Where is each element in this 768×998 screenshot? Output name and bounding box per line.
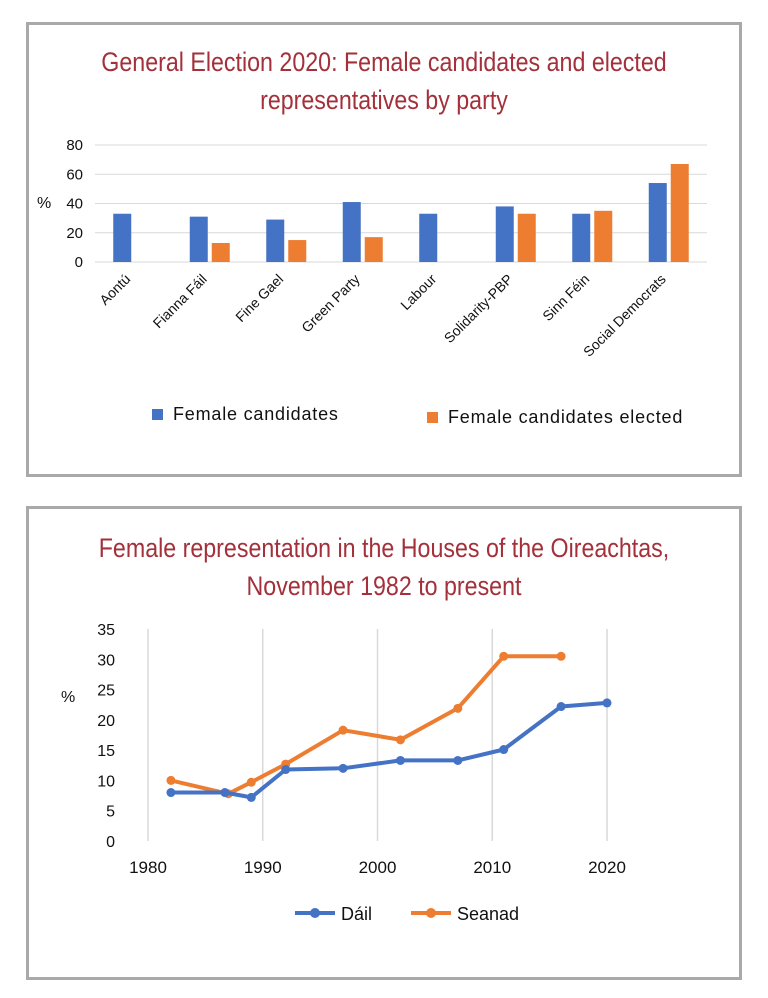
data-point xyxy=(166,775,176,785)
data-point xyxy=(453,703,463,713)
bar xyxy=(189,216,208,262)
chart-panel-oireachtas-trend: Female representation in the Houses of t… xyxy=(26,506,742,980)
legend-label: Seanad xyxy=(457,904,519,924)
data-point xyxy=(338,763,348,773)
x-tick-label: Fianna Fáil xyxy=(150,271,210,331)
y-tick-label: 20 xyxy=(97,713,115,730)
y-tick-label: 20 xyxy=(66,225,83,242)
bar xyxy=(364,237,383,262)
x-tick-label: Sinn Féin xyxy=(539,271,592,324)
bar xyxy=(670,164,689,262)
x-tick-label: Green Party xyxy=(298,271,363,336)
series-line xyxy=(168,654,564,796)
x-tick-label: 2020 xyxy=(588,858,626,877)
x-tick-label: Social Democrats xyxy=(580,271,669,360)
y-tick-label: 15 xyxy=(97,743,115,760)
y-tick-label: 40 xyxy=(66,196,83,213)
x-tick-label: 1990 xyxy=(244,858,282,877)
legend-swatch xyxy=(427,412,438,423)
x-tick-label: Labour xyxy=(397,271,439,313)
y-tick-label: 0 xyxy=(106,834,115,851)
data-point xyxy=(395,755,405,765)
data-point xyxy=(602,698,612,708)
bar xyxy=(572,213,591,262)
data-point xyxy=(556,651,566,661)
bar xyxy=(211,242,230,262)
data-point xyxy=(453,755,463,765)
x-tick-label: Fine Gael xyxy=(232,271,286,325)
series-line xyxy=(168,700,609,800)
bar xyxy=(266,219,285,262)
legend-swatch xyxy=(152,409,163,420)
bar-chart: 0 20 40 60 80% Aontú Fianna Fáil Fine Gael Green… xyxy=(37,137,707,427)
y-tick-label: 60 xyxy=(66,166,83,183)
line-chart: 1980 1990 2000 2010 2020 0 5 10 15 20 25 30 35% Dáil S… xyxy=(61,622,626,924)
data-point xyxy=(395,735,405,745)
bar xyxy=(342,202,361,262)
bar xyxy=(113,213,132,262)
y-axis-label: % xyxy=(61,689,75,706)
data-point xyxy=(220,788,230,798)
y-tick-label: 25 xyxy=(97,683,115,700)
y-tick-label: 10 xyxy=(97,773,115,790)
data-point xyxy=(556,702,566,712)
chart-title: General Election 2020: Female candidates… xyxy=(101,47,667,115)
bar xyxy=(517,213,536,262)
bar xyxy=(288,240,307,262)
y-tick-label: 30 xyxy=(97,652,115,669)
y-tick-label: 5 xyxy=(106,804,115,821)
x-tick-label: Solidarity-PBP xyxy=(441,271,516,346)
data-point xyxy=(499,745,509,755)
x-tick-label: 1980 xyxy=(129,858,167,877)
data-point xyxy=(246,792,256,802)
y-tick-label: 80 xyxy=(66,137,83,154)
data-point xyxy=(246,777,256,787)
y-tick-label: 0 xyxy=(75,254,83,271)
chart-panel-party-gender: General Election 2020: Female candidates… xyxy=(26,22,742,477)
data-point xyxy=(338,725,348,735)
legend-marker xyxy=(310,908,320,918)
legend-label: Dáil xyxy=(341,904,372,924)
bar xyxy=(648,183,667,262)
y-axis-label: % xyxy=(37,195,51,212)
legend-label: Female candidates elected xyxy=(448,407,683,427)
legend-marker xyxy=(426,908,436,918)
y-tick-label: 35 xyxy=(97,622,115,639)
chart-title: Female representation in the Houses of t… xyxy=(98,533,670,601)
data-point xyxy=(166,788,176,798)
bar xyxy=(419,213,438,262)
data-point xyxy=(281,765,291,775)
x-tick-label: 2000 xyxy=(359,858,397,877)
x-tick-label: Aontú xyxy=(96,271,133,308)
data-point xyxy=(499,651,509,661)
bar xyxy=(495,206,514,262)
legend-label: Female candidates xyxy=(173,404,339,424)
x-tick-label: 2010 xyxy=(473,858,511,877)
bar xyxy=(594,210,613,262)
